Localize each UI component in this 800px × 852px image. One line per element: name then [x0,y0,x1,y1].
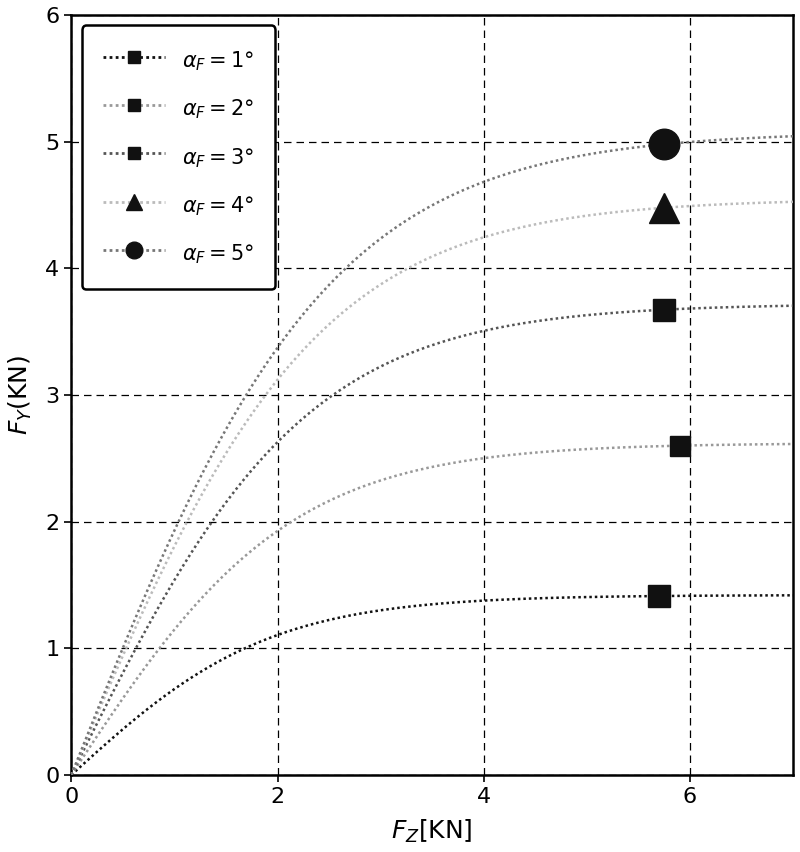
X-axis label: $F_Z$[KN]: $F_Z$[KN] [391,818,473,845]
Y-axis label: $F_Y$(KN): $F_Y$(KN) [7,354,34,435]
Legend: $\alpha_F=1°$, $\alpha_F=2°$, $\alpha_F=3°$, $\alpha_F=4°$, $\alpha_F=5°$: $\alpha_F=1°$, $\alpha_F=2°$, $\alpha_F=… [82,26,274,290]
